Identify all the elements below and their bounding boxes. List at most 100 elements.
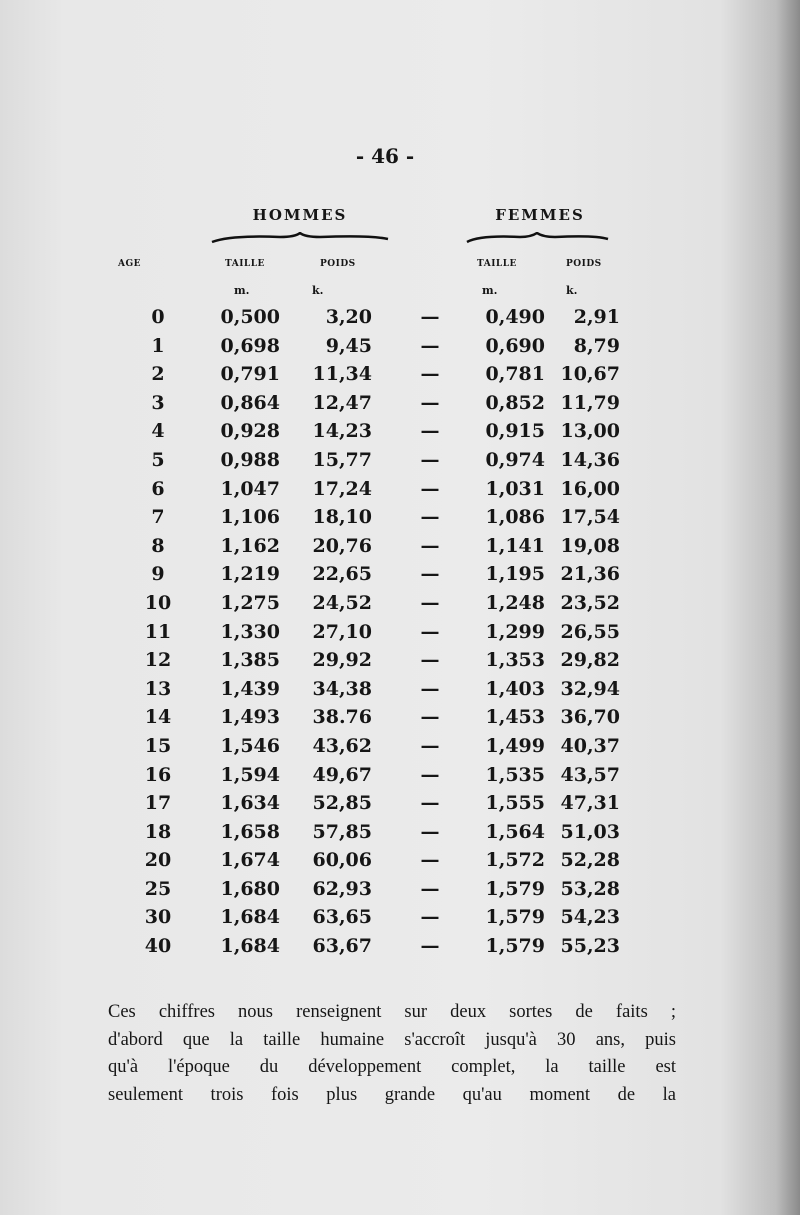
poids-hommes-cell: 15,77 xyxy=(312,448,373,471)
poids-femmes-cell: 11,79 xyxy=(560,391,621,414)
table-row: 5 0,988 15,77 — 0,974 14,36 xyxy=(100,446,660,475)
col-header-age: AGE xyxy=(118,259,142,269)
poids-hommes-cell: 63,65 xyxy=(312,906,373,929)
col-header-poids-hommes: POIDS xyxy=(320,259,356,269)
age-cell: 10 xyxy=(144,591,172,614)
taille-femmes-cell: 0,781 xyxy=(485,363,546,386)
table-row: 30 1,684 63,65 — 1,579 54,23 xyxy=(100,903,660,932)
poids-femmes-cell: 40,37 xyxy=(560,734,621,757)
poids-femmes-cell: 21,36 xyxy=(560,563,621,586)
age-cell: 8 xyxy=(151,534,165,557)
poids-femmes-cell: 32,94 xyxy=(560,677,621,700)
taille-femmes-cell: 1,299 xyxy=(485,620,546,643)
age-cell: 40 xyxy=(144,935,172,958)
taille-femmes-cell: 1,579 xyxy=(485,877,546,900)
age-cell: 16 xyxy=(144,763,172,786)
unit-poids-hommes: k. xyxy=(312,284,324,297)
poids-femmes-cell: 29,82 xyxy=(560,649,621,672)
separator-dash: — xyxy=(420,563,440,586)
taille-femmes-cell: 0,690 xyxy=(485,334,546,357)
poids-hommes-cell: 9,45 xyxy=(325,334,372,357)
age-cell: 6 xyxy=(151,477,165,500)
age-cell: 4 xyxy=(151,420,165,443)
poids-hommes-cell: 49,67 xyxy=(312,763,373,786)
poids-femmes-cell: 19,08 xyxy=(560,534,621,557)
taille-hommes-cell: 0,500 xyxy=(220,306,281,328)
table-row: 8 1,162 20,76 — 1,141 19,08 xyxy=(100,532,660,561)
table-row: 4 0,928 14,23 — 0,915 13,00 xyxy=(100,417,660,446)
poids-hommes-cell: 38.76 xyxy=(312,706,373,729)
group-header-femmes: FEMMES xyxy=(495,206,585,224)
table-row: 10 1,275 24,52 — 1,248 23,52 xyxy=(100,589,660,618)
taille-femmes-cell: 1,453 xyxy=(485,706,546,729)
paragraph-line: qu'à l'époque du développement complet, … xyxy=(108,1057,676,1078)
table-row: 1 0,698 9,45 — 0,690 8,79 xyxy=(100,332,660,361)
separator-dash: — xyxy=(420,935,440,958)
separator-dash: — xyxy=(420,506,440,529)
age-cell: 12 xyxy=(144,649,172,672)
separator-dash: — xyxy=(420,792,440,815)
separator-dash: — xyxy=(420,649,440,672)
poids-femmes-cell: 55,23 xyxy=(560,935,621,958)
age-cell: 30 xyxy=(144,906,172,929)
group-header-hommes: HOMMES xyxy=(252,206,348,224)
table-row: 18 1,658 57,85 — 1,564 51,03 xyxy=(100,818,660,847)
table-row: 16 1,594 49,67 — 1,535 43,57 xyxy=(100,761,660,790)
taille-hommes-cell: 1,674 xyxy=(220,849,281,872)
taille-femmes-cell: 0,852 xyxy=(485,391,546,414)
taille-hommes-cell: 1,047 xyxy=(220,477,281,500)
poids-femmes-cell: 53,28 xyxy=(560,877,621,900)
taille-hommes-cell: 1,658 xyxy=(220,820,281,843)
taille-femmes-cell: 1,579 xyxy=(485,935,546,958)
table-row: 20 1,674 60,06 — 1,572 52,28 xyxy=(100,846,660,875)
poids-hommes-cell: 12,47 xyxy=(312,391,373,414)
table-row: 13 1,439 34,38 — 1,403 32,94 xyxy=(100,675,660,704)
poids-femmes-cell: 13,00 xyxy=(560,420,621,443)
table-row: 12 1,385 29,92 — 1,353 29,82 xyxy=(100,646,660,675)
taille-hommes-cell: 1,546 xyxy=(220,734,281,757)
taille-hommes-cell: 1,330 xyxy=(220,620,281,643)
unit-poids-femmes: k. xyxy=(566,284,578,297)
separator-dash: — xyxy=(420,391,440,414)
separator-dash: — xyxy=(420,420,440,443)
taille-hommes-cell: 1,594 xyxy=(220,763,281,786)
table-row: 25 1,680 62,93 — 1,579 53,28 xyxy=(100,875,660,904)
unit-taille-femmes: m. xyxy=(482,284,498,297)
poids-hommes-cell: 3,20 xyxy=(325,306,372,328)
table-row: 6 1,047 17,24 — 1,031 16,00 xyxy=(100,475,660,504)
separator-dash: — xyxy=(420,877,440,900)
taille-hommes-cell: 1,162 xyxy=(220,534,281,557)
poids-femmes-cell: 14,36 xyxy=(560,448,621,471)
taille-femmes-cell: 1,353 xyxy=(485,649,546,672)
taille-femmes-cell: 1,535 xyxy=(485,763,546,786)
paragraph-line: d'abord que la taille humaine s'accroît … xyxy=(108,1029,676,1050)
separator-dash: — xyxy=(420,906,440,929)
poids-hommes-cell: 18,10 xyxy=(312,506,373,529)
table-row: 17 1,634 52,85 — 1,555 47,31 xyxy=(100,789,660,818)
separator-dash: — xyxy=(420,820,440,843)
poids-femmes-cell: 54,23 xyxy=(560,906,621,929)
separator-dash: — xyxy=(420,306,440,328)
poids-hommes-cell: 34,38 xyxy=(312,677,373,700)
taille-hommes-cell: 1,439 xyxy=(220,677,281,700)
age-cell: 13 xyxy=(144,677,172,700)
separator-dash: — xyxy=(420,706,440,729)
taille-femmes-cell: 1,499 xyxy=(485,734,546,757)
separator-dash: — xyxy=(420,734,440,757)
age-cell: 7 xyxy=(151,506,165,529)
poids-femmes-cell: 26,55 xyxy=(560,620,621,643)
taille-hommes-cell: 0,791 xyxy=(220,363,281,386)
poids-femmes-cell: 23,52 xyxy=(560,591,621,614)
poids-hommes-cell: 14,23 xyxy=(312,420,373,443)
poids-femmes-cell: 10,67 xyxy=(560,363,621,386)
taille-femmes-cell: 1,195 xyxy=(485,563,546,586)
age-cell: 14 xyxy=(144,706,172,729)
col-header-taille-hommes: TAILLE xyxy=(225,259,265,269)
taille-femmes-cell: 1,031 xyxy=(485,477,546,500)
poids-hommes-cell: 11,34 xyxy=(312,363,373,386)
taille-hommes-cell: 1,275 xyxy=(220,591,281,614)
poids-hommes-cell: 43,62 xyxy=(312,734,373,757)
poids-hommes-cell: 62,93 xyxy=(312,877,373,900)
taille-femmes-cell: 0,490 xyxy=(485,306,546,328)
age-cell: 18 xyxy=(144,820,172,843)
